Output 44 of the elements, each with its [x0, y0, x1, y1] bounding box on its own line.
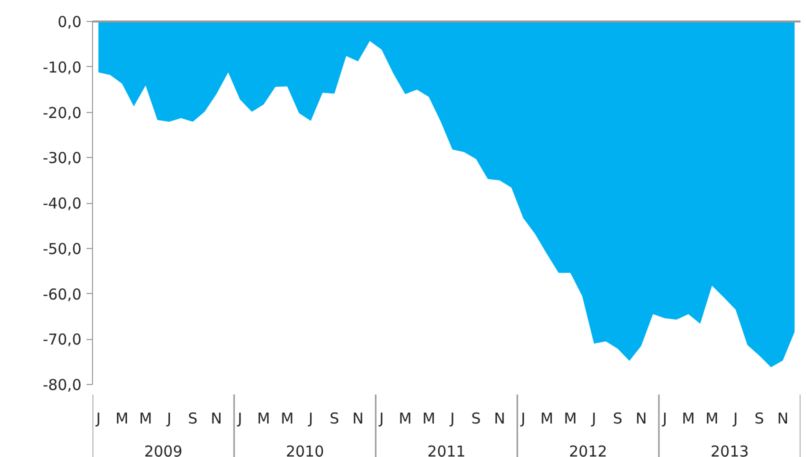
- y-tick-label: -80,0: [42, 376, 82, 394]
- text: 2013: [710, 442, 749, 457]
- text: 2012: [569, 442, 608, 457]
- x-tick-label: S: [330, 409, 340, 428]
- text: 2009: [144, 442, 182, 457]
- x-tick-label: J: [662, 409, 668, 428]
- x-tick-label: S: [188, 409, 198, 428]
- x-tick-label: M: [116, 409, 128, 428]
- y-tick-label: 0,0: [58, 13, 82, 31]
- x-tick-label: J: [732, 409, 738, 428]
- y-tick-label: -60,0: [42, 285, 82, 304]
- x-tick-label: J: [449, 409, 455, 428]
- x-tick-label: J: [590, 409, 596, 428]
- x-tick-label: J: [378, 409, 384, 428]
- x-tick-label: N: [777, 409, 788, 428]
- x-tick-label: S: [612, 409, 622, 428]
- x-tick-label: J: [166, 409, 172, 428]
- y-tick-label: -30,0: [42, 149, 82, 168]
- x-tick-label: M: [706, 409, 718, 428]
- text: 2010: [286, 442, 324, 457]
- y-tick-label: -50,0: [42, 240, 82, 258]
- y-tick-label: -10,0: [42, 58, 82, 76]
- x-tick-label: J: [520, 409, 526, 428]
- x-tick-label: M: [682, 409, 695, 428]
- x-tick-label: M: [280, 409, 294, 428]
- x-tick-label: M: [422, 409, 436, 428]
- x-tick-label: J: [308, 409, 314, 428]
- y-tick-label: -40,0: [42, 194, 82, 212]
- x-tick-label: N: [210, 409, 222, 428]
- x-tick-label: N: [352, 409, 364, 428]
- x-tick-label: J: [236, 409, 242, 428]
- text: 2011: [427, 442, 466, 457]
- x-tick-label: M: [257, 409, 270, 428]
- x-tick-label: S: [754, 409, 764, 428]
- x-tick-label: M: [564, 409, 577, 428]
- x-tick-label: M: [398, 409, 412, 428]
- x-tick-label: N: [636, 409, 647, 428]
- x-tick-label: M: [540, 409, 554, 428]
- x-tick-label: M: [139, 409, 152, 428]
- y-tick-label: -70,0: [42, 330, 82, 349]
- x-tick-label: N: [494, 409, 506, 428]
- y-tick-label: -20,0: [42, 104, 82, 122]
- x-tick-label: S: [471, 409, 481, 428]
- x-tick-label: J: [95, 409, 101, 428]
